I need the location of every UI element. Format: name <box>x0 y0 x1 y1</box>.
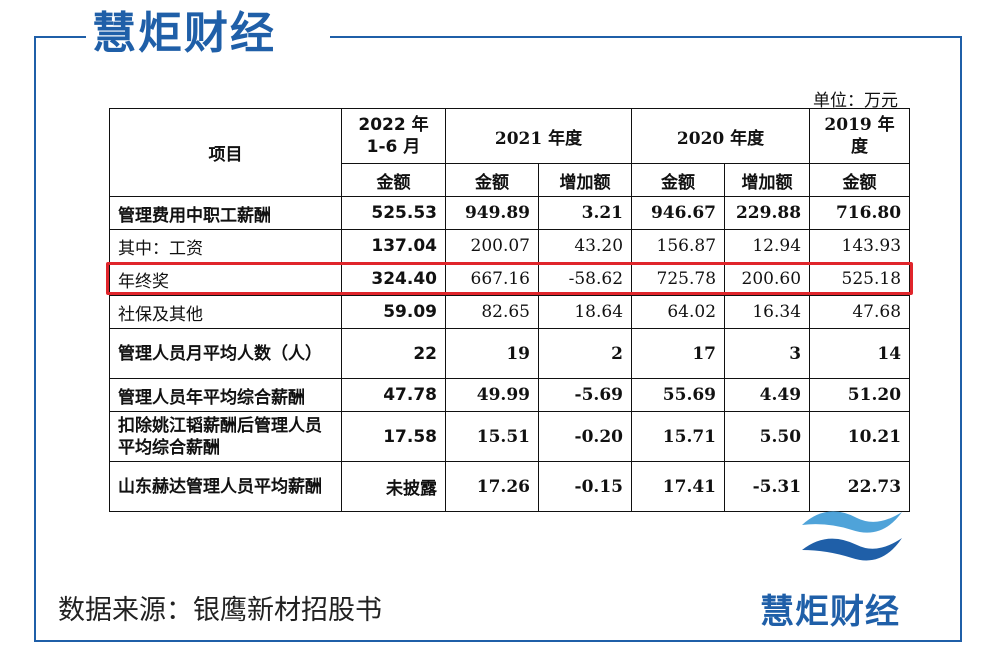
cell: 43.20 <box>537 229 633 263</box>
subheader-amount-2019: 金额 <box>809 163 911 197</box>
cell: 未披露 <box>341 461 446 512</box>
subheader-increase-2020: 增加额 <box>724 163 811 197</box>
cell: 946.67 <box>631 196 726 230</box>
cell: 10.21 <box>809 411 911 462</box>
cell: 324.40 <box>341 262 446 296</box>
row-label: 社保及其他 <box>109 295 342 329</box>
cell: 143.93 <box>809 229 911 263</box>
cell: 82.65 <box>445 295 539 329</box>
table-row: 扣除姚江韬薪酬后管理人员平均综合薪酬 17.58 15.51 -0.20 15.… <box>109 411 911 462</box>
cell: -5.69 <box>537 378 633 412</box>
header-item: 项目 <box>109 108 342 197</box>
cell: 156.87 <box>631 229 726 263</box>
frame-left <box>34 36 36 641</box>
cell: 16.34 <box>724 295 811 329</box>
cell: 229.88 <box>724 196 811 230</box>
frame-bottom <box>34 640 962 642</box>
row-label: 其中：工资 <box>109 229 342 263</box>
header-row-1: 项目 2022 年 1-6 月 2021 年度 2020 年度 2019 年 度 <box>109 108 911 197</box>
cell: 2 <box>537 328 633 379</box>
table-row: 管理人员年平均综合薪酬 47.78 49.99 -5.69 55.69 4.49… <box>109 378 911 412</box>
cell: 18.64 <box>537 295 633 329</box>
cell: 200.60 <box>724 262 811 296</box>
subheader-amount-2021: 金额 <box>445 163 539 197</box>
cell: 725.78 <box>631 262 726 296</box>
cell: 4.49 <box>724 378 811 412</box>
cell: 17 <box>631 328 726 379</box>
salary-table: 项目 2022 年 1-6 月 2021 年度 2020 年度 2019 年 度… <box>109 108 911 512</box>
cell: 22.73 <box>809 461 911 512</box>
cell: 137.04 <box>341 229 446 263</box>
cell: 59.09 <box>341 295 446 329</box>
cell: 22 <box>341 328 446 379</box>
frame-top-right <box>330 36 962 38</box>
cell: 19 <box>445 328 539 379</box>
cell: 17.58 <box>341 411 446 462</box>
table-row: 其中：工资 137.04 200.07 43.20 156.87 12.94 1… <box>109 229 911 263</box>
subheader-increase-2021: 增加额 <box>537 163 633 197</box>
row-label: 山东赫达管理人员平均薪酬 <box>109 461 342 512</box>
cell: 5.50 <box>724 411 811 462</box>
cell: 15.51 <box>445 411 539 462</box>
header-2019: 2019 年 度 <box>809 108 911 164</box>
cell: 17.41 <box>631 461 726 512</box>
source-note: 数据来源：银鹰新材招股书 <box>58 595 382 626</box>
cell: 14 <box>809 328 911 379</box>
table-row: 管理费用中职工薪酬 525.53 949.89 3.21 946.67 229.… <box>109 196 911 230</box>
frame-right <box>960 36 962 641</box>
cell: 3.21 <box>537 196 633 230</box>
row-label: 扣除姚江韬薪酬后管理人员平均综合薪酬 <box>109 411 342 462</box>
cell: 716.80 <box>809 196 911 230</box>
cell: -58.62 <box>537 262 633 296</box>
row-label: 管理费用中职工薪酬 <box>109 196 342 230</box>
cell: 12.94 <box>724 229 811 263</box>
cell: -5.31 <box>724 461 811 512</box>
subheader-amount-2020: 金额 <box>631 163 726 197</box>
frame-top-left <box>34 36 86 38</box>
cell: 17.26 <box>445 461 539 512</box>
cell: 49.99 <box>445 378 539 412</box>
cell: 15.71 <box>631 411 726 462</box>
cell: 200.07 <box>445 229 539 263</box>
cell: 51.20 <box>809 378 911 412</box>
cell: -0.20 <box>537 411 633 462</box>
header-2020: 2020 年度 <box>631 108 811 164</box>
table-row: 社保及其他 59.09 82.65 18.64 64.02 16.34 47.6… <box>109 295 911 329</box>
row-label: 管理人员年平均综合薪酬 <box>109 378 342 412</box>
header-2021: 2021 年度 <box>444 108 633 164</box>
brand-wave-icon <box>802 511 902 561</box>
row-label: 管理人员月平均人数（人） <box>109 328 342 379</box>
cell: 47.78 <box>341 378 446 412</box>
brand-logo-top: 慧炬财经 <box>92 8 276 59</box>
cell: 64.02 <box>631 295 726 329</box>
header-row-2: 金额 金额 增加额 金额 增加额 金额 <box>110 163 911 197</box>
brand-logo-bottom: 慧炬财经 <box>760 592 900 632</box>
table-row: 山东赫达管理人员平均薪酬 未披露 17.26 -0.15 17.41 -5.31… <box>109 461 911 512</box>
subheader-amount-2022: 金额 <box>341 163 446 197</box>
unit-label: 单位：万元 <box>813 91 898 111</box>
cell: 525.53 <box>341 196 446 230</box>
cell: 949.89 <box>445 196 539 230</box>
cell: -0.15 <box>537 461 633 512</box>
cell: 47.68 <box>809 295 911 329</box>
cell: 3 <box>724 328 811 379</box>
highlight-box-bonus-row <box>106 262 913 295</box>
cell: 55.69 <box>631 378 726 412</box>
table-row: 管理人员月平均人数（人） 22 19 2 17 3 14 <box>109 328 911 379</box>
header-2022: 2022 年 1-6 月 <box>341 108 446 164</box>
